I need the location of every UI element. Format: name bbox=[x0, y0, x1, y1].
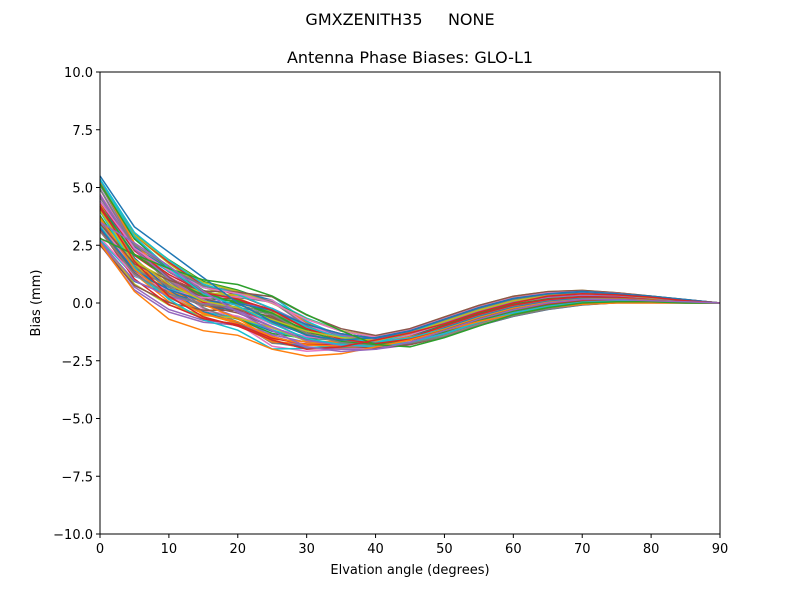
x-tick-label: 60 bbox=[505, 542, 522, 557]
series-line bbox=[99, 178, 721, 344]
y-tick-label: 5.0 bbox=[72, 182, 93, 197]
y-tick-label: 7.5 bbox=[72, 124, 93, 139]
x-tick-label: 90 bbox=[712, 542, 729, 557]
x-axis: 0 10 20 30 40 50 60 70 80 90 bbox=[96, 534, 728, 557]
series-line bbox=[99, 181, 721, 353]
y-tick-label: −2.5 bbox=[61, 355, 93, 370]
series-line bbox=[99, 237, 720, 348]
series-line bbox=[99, 197, 721, 347]
series-line bbox=[99, 197, 721, 341]
x-tick-label: 50 bbox=[436, 542, 453, 557]
x-axis-label: Elvation angle (degrees) bbox=[330, 563, 489, 578]
series-line bbox=[99, 221, 721, 353]
series-line bbox=[99, 200, 721, 347]
series-line bbox=[99, 184, 721, 347]
x-tick-label: 70 bbox=[574, 542, 591, 557]
x-tick-label: 10 bbox=[161, 542, 178, 557]
series-line bbox=[99, 188, 721, 349]
y-tick-label: −10.0 bbox=[53, 528, 93, 543]
x-tick-label: 0 bbox=[96, 542, 104, 557]
y-axis-label: Bias (mm) bbox=[29, 270, 44, 337]
series-line bbox=[99, 242, 720, 357]
series-line bbox=[99, 182, 721, 343]
series-line bbox=[99, 195, 721, 348]
x-tick-label: 40 bbox=[367, 542, 384, 557]
x-tick-label: 30 bbox=[298, 542, 315, 557]
figure-suptitle: GMXZENITH35 NONE bbox=[305, 10, 495, 29]
series-line bbox=[99, 188, 721, 348]
series-line bbox=[99, 205, 721, 350]
y-tick-label: 10.0 bbox=[64, 66, 93, 81]
y-tick-label: 2.5 bbox=[72, 239, 93, 254]
y-tick-label: −5.0 bbox=[61, 413, 93, 428]
series-line bbox=[99, 183, 721, 346]
y-axis: 10.0 7.5 5.0 2.5 0.0 −2.5 −5.0 −7.5 −10.0 bbox=[53, 66, 100, 543]
series-line bbox=[99, 179, 721, 348]
x-tick-label: 20 bbox=[230, 542, 247, 557]
series-line bbox=[99, 201, 721, 345]
y-tick-label: 0.0 bbox=[72, 297, 93, 312]
series-lines bbox=[99, 175, 721, 357]
chart-title: Antenna Phase Biases: GLO-L1 bbox=[286, 48, 534, 67]
x-tick-label: 80 bbox=[643, 542, 660, 557]
y-tick-label: −7.5 bbox=[61, 470, 93, 485]
series-line bbox=[99, 203, 721, 345]
series-line bbox=[99, 175, 721, 341]
series-line bbox=[99, 195, 721, 349]
